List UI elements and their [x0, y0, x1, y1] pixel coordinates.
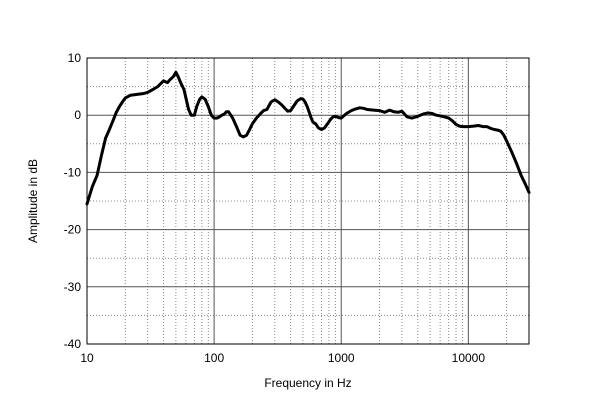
x-tick-label: 10 — [80, 351, 94, 365]
major-grid — [87, 58, 529, 344]
y-tick-label: -10 — [64, 165, 82, 179]
y-tick-label: 0 — [74, 108, 81, 122]
x-tick-label: 100 — [204, 351, 224, 365]
y-tick-labels: 10 0 -10 -20 -30 -40 — [64, 51, 82, 351]
x-axis-title: Frequency in Hz — [264, 376, 351, 390]
x-tick-labels: 10 100 1000 10000 — [80, 351, 485, 365]
y-tick-label: -20 — [64, 223, 82, 237]
response-curve — [85, 70, 531, 206]
y-tick-label: -40 — [64, 337, 82, 351]
y-tick-label: 10 — [68, 51, 82, 65]
y-axis-title: Amplitude in dB — [26, 159, 40, 243]
x-tick-label: 1000 — [328, 351, 355, 365]
minor-grid — [87, 58, 529, 344]
plot-frame — [86, 57, 530, 345]
y-tick-label: -30 — [64, 280, 82, 294]
x-tick-label: 10000 — [452, 351, 486, 365]
